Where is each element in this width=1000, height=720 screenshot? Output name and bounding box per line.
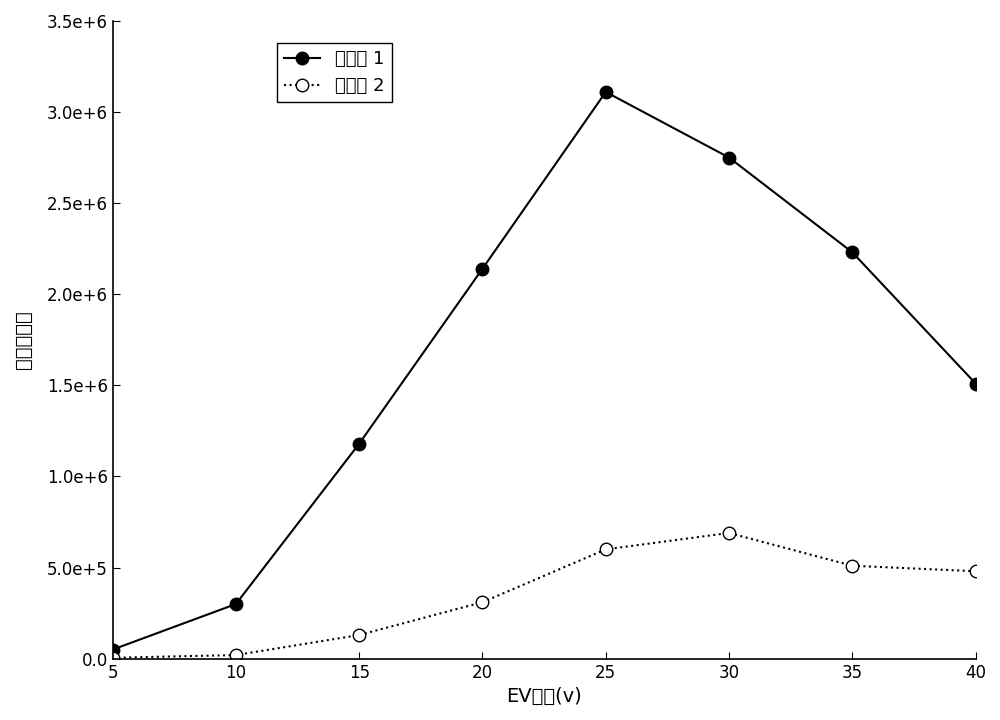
子离子 2 — [970, 567, 982, 575]
Line: 子离子 2: 子离子 2 — [106, 527, 982, 664]
子离子 2 — [107, 654, 119, 662]
子离子 1 — [723, 153, 735, 162]
X-axis label: EV电压(v): EV电压(v) — [506, 687, 582, 706]
Y-axis label: 峰面积响应: 峰面积响应 — [14, 310, 33, 369]
子离子 2 — [476, 598, 488, 606]
子离子 2 — [723, 528, 735, 537]
子离子 1 — [353, 439, 365, 448]
子离子 1 — [600, 88, 612, 96]
Line: 子离子 1: 子离子 1 — [106, 86, 982, 656]
子离子 1 — [107, 645, 119, 654]
子离子 1 — [970, 379, 982, 388]
子离子 1 — [846, 248, 858, 256]
子离子 2 — [846, 562, 858, 570]
子离子 2 — [230, 651, 242, 660]
子离子 1 — [476, 264, 488, 273]
Legend: 子离子 1, 子离子 2: 子离子 1, 子离子 2 — [277, 42, 392, 102]
子离子 2 — [353, 631, 365, 639]
子离子 1 — [230, 600, 242, 608]
子离子 2 — [600, 545, 612, 554]
